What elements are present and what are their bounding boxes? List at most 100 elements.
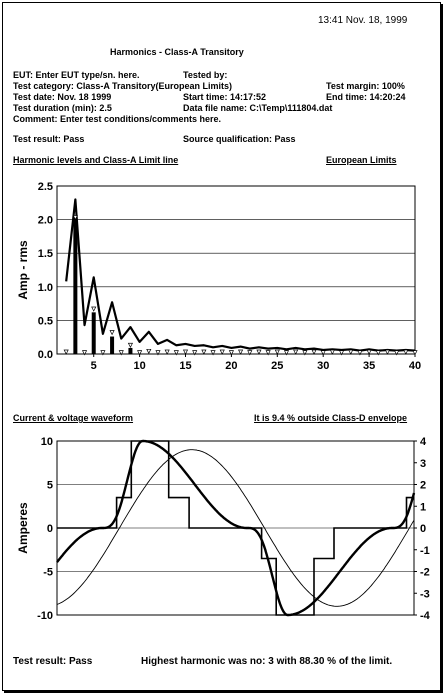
peak-marker — [256, 349, 262, 355]
peak-marker — [274, 349, 280, 355]
y-tick-label: 2.0 — [38, 215, 53, 227]
peak-marker — [375, 350, 381, 356]
harmonics-chart-title: Harmonic levels and Class-A Limit line — [13, 155, 179, 165]
tested-by-field: Tested by: — [183, 70, 228, 80]
y-tick-label: 0.5 — [38, 315, 53, 327]
current-waveform — [56, 439, 416, 617]
x-tick-label: 10 — [133, 360, 145, 372]
harmonic-bar — [110, 336, 115, 354]
peak-marker — [283, 350, 290, 356]
peak-marker — [155, 350, 161, 356]
report-title: Harmonics - Class-A Transitory — [110, 47, 244, 57]
x-tick-label: 20 — [225, 360, 237, 372]
y2-tick-label: 4 — [420, 436, 427, 448]
peak-marker — [394, 350, 400, 356]
peak-marker — [182, 349, 189, 355]
x-tick-label: 5 — [91, 360, 97, 372]
peak-marker — [109, 330, 115, 336]
peak-marker — [118, 350, 124, 356]
peak-marker — [173, 350, 179, 356]
x-tick-label: 35 — [363, 360, 375, 372]
peak-marker — [412, 350, 418, 356]
class-d-envelope — [57, 440, 414, 616]
y-tick-label: -10 — [37, 610, 53, 622]
y-axis-label: Amperes — [16, 502, 30, 554]
harmonic-bar — [91, 312, 96, 354]
harmonic-bar — [73, 217, 78, 354]
test-duration-field: Test duration (min): 2.5 — [13, 103, 112, 113]
peak-marker — [81, 350, 88, 356]
x-tick-label: 25 — [271, 360, 283, 372]
y-tick-label: 1.0 — [38, 282, 53, 294]
start-time-field: Start time: 14:17:52 — [183, 92, 267, 102]
harmonics-chart-subtitle: European Limits — [326, 155, 397, 165]
peak-marker — [146, 348, 152, 355]
source-qualification: Source qualification: Pass — [183, 134, 296, 144]
footer-highest-harmonic: Highest harmonic was no: 3 with 88.30 % … — [141, 656, 393, 667]
y2-tick-label: -2 — [420, 567, 430, 579]
page-border — [2, 2, 441, 691]
y-tick-label: 0.0 — [38, 349, 53, 361]
peak-marker — [219, 349, 225, 355]
footer-test-result: Test result: Pass — [13, 656, 93, 667]
test-date-field: Test date: Nov. 18 1999 — [13, 92, 112, 102]
y2-tick-label: -3 — [420, 588, 430, 600]
y-tick-label: 0 — [47, 523, 53, 535]
comment-field: Comment: Enter test conditions/comments … — [13, 114, 222, 124]
peak-marker — [228, 350, 234, 356]
y2-tick-label: 2 — [420, 480, 426, 492]
peak-marker — [293, 349, 299, 355]
peak-marker — [91, 306, 97, 312]
peak-marker — [403, 349, 409, 355]
voltage-waveform — [56, 449, 415, 607]
limit-line — [65, 198, 416, 352]
y2-tick-label: 0 — [420, 523, 426, 535]
peak-marker — [320, 350, 326, 356]
x-tick-label: 40 — [409, 360, 421, 372]
peak-marker — [63, 349, 69, 355]
y2-tick-label: -1 — [420, 545, 430, 557]
test-category-field: Test category: Class-A Transitory(Europe… — [13, 81, 233, 91]
peak-marker — [357, 350, 363, 356]
peak-marker — [366, 349, 372, 355]
y-tick-label: 2.5 — [38, 181, 53, 193]
y-tick-label: 5 — [47, 480, 53, 492]
peak-marker — [329, 349, 335, 355]
test-result-summary: Test result: Pass — [13, 134, 85, 144]
peak-marker — [201, 349, 207, 355]
peak-marker — [238, 349, 244, 355]
peak-marker — [247, 350, 253, 356]
peak-marker — [164, 349, 170, 355]
harmonic-bar — [128, 347, 133, 354]
peak-marker — [127, 342, 134, 349]
y2-tick-label: 1 — [420, 501, 426, 513]
peak-marker — [384, 349, 391, 355]
peak-marker — [302, 350, 308, 356]
peak-marker — [311, 349, 317, 355]
data-file-field: Data file name: C:\Temp\111804.dat — [183, 103, 333, 113]
peak-marker — [265, 350, 271, 356]
peak-marker — [137, 350, 143, 356]
y-tick-label: 10 — [41, 436, 53, 448]
x-tick-label: 15 — [179, 360, 191, 372]
peak-marker — [100, 350, 106, 356]
waveform-chart-title: Current & voltage waveform — [13, 413, 134, 423]
eut-field: EUT: Enter EUT type/sn. here. — [13, 70, 140, 80]
end-time-field: End time: 14:20:24 — [326, 92, 406, 102]
peak-marker — [72, 215, 78, 221]
y2-tick-label: 3 — [420, 458, 426, 470]
y-tick-label: 1.5 — [38, 248, 53, 260]
waveform-chart-annotation: It is 9.4 % outside Class-D envelope — [254, 413, 408, 423]
report-timestamp: 13:41 Nov. 18, 1999 — [318, 15, 408, 26]
peak-marker — [192, 350, 198, 356]
test-margin-field: Test margin: 100% — [326, 81, 405, 91]
y2-tick-label: -4 — [420, 610, 431, 622]
y-tick-label: -5 — [43, 567, 53, 579]
y-axis-label: Amp - rms — [16, 240, 30, 300]
peak-marker — [210, 350, 216, 356]
peak-marker — [348, 349, 354, 355]
peak-marker — [338, 350, 345, 356]
x-tick-label: 30 — [317, 360, 329, 372]
